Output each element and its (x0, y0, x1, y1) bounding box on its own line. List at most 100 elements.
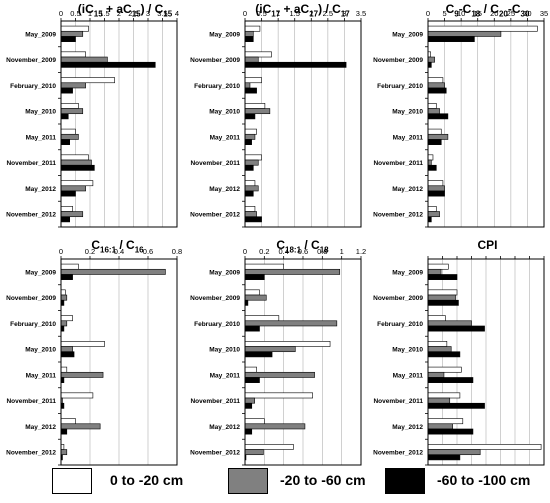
p3-bar-s2-may_2011 (427, 133, 449, 140)
p6-bar-s1-november_2011 (427, 392, 461, 399)
p2-category-label: May_2011 (210, 134, 241, 141)
p4-tick-label: 0.8 (172, 247, 182, 256)
p3-tick-label: 0 (426, 9, 430, 18)
p5-category-label: May_2009 (209, 269, 240, 276)
p1-bar-s1-november_2009 (60, 51, 86, 58)
p3-bar-s2-may_2010 (427, 108, 440, 115)
p5-bar-s1-may_2011 (244, 366, 257, 373)
p1-category-label: November_2012 (6, 212, 56, 219)
p5-tick-label: 0 (243, 247, 247, 256)
p2-tick-label: 2.5 (323, 9, 333, 18)
p6-bar-s1-may_2010 (427, 341, 448, 347)
p5-bar-s1-may_2009 (244, 263, 284, 270)
p1-category-label: May_2010 (25, 109, 56, 116)
p2-tick-label: 3.5 (356, 9, 366, 18)
p5-tick-label: 1 (340, 247, 344, 256)
p2-bar-s1-may_2012 (244, 180, 256, 187)
p3-bar-s1-may_2010 (427, 103, 437, 109)
p2-bar-s3-november_2009 (244, 61, 347, 68)
p6-bar-s2-may_2010 (427, 346, 452, 353)
p6-bar-s3-february_2010 (427, 325, 485, 332)
p2-bar-s2-may_2012 (244, 185, 259, 192)
p1-tick-label: 2 (117, 9, 121, 18)
p1-category-label: May_2009 (25, 31, 56, 38)
p4-bar-s1-november_2011 (60, 392, 94, 399)
p1-bar-s1-november_2012 (60, 206, 73, 212)
panel-title-4: C16:1 / C16 (91, 238, 144, 255)
p2-bar-s3-november_2011 (244, 164, 254, 171)
p2-bar-s3-may_2009 (244, 36, 254, 42)
p1-bar-s2-may_2009 (60, 30, 84, 37)
p1-bar-s3-may_2012 (60, 190, 76, 197)
p2-tick-label: 2 (309, 9, 313, 18)
p5-tick-label: 0.6 (298, 247, 308, 256)
p1-frame (60, 20, 178, 228)
p1-bar-s2-may_2010 (60, 108, 84, 115)
p2-bar-s2-november_2012 (244, 211, 257, 218)
p5-bar-s2-may_2009 (244, 268, 341, 275)
p5-bar-s3-may_2012 (244, 428, 253, 435)
p5-category-label: May_2010 (209, 347, 240, 354)
p1-bar-s3-november_2011 (60, 164, 95, 171)
p4-bar-s1-november_2009 (60, 289, 66, 296)
p4-tick-label: 0.6 (143, 247, 153, 256)
p4-bar-s1-may_2012 (60, 418, 76, 425)
legend-label-60-100: -60 to -100 cm (437, 472, 531, 488)
p3-category-label: May_2011 (393, 134, 424, 141)
p1-category-label: November_2011 (6, 160, 56, 167)
p1-tick-label: 4 (175, 9, 179, 18)
p6-category-label: February_2010 (377, 321, 423, 328)
p4-bar-s2-may_2012 (60, 423, 101, 430)
p1-bar-s3-may_2009 (60, 36, 76, 42)
p5-bar-s3-november_2011 (244, 402, 253, 409)
p3-bar-s1-may_2011 (427, 128, 442, 135)
panel-title-1: (iC15 + aC15) / C15 (77, 2, 173, 19)
p4-bar-s1-february_2010 (60, 315, 73, 322)
p5-tick-label: 0.4 (278, 247, 288, 256)
p6-category-label: May_2009 (392, 269, 423, 276)
p4-bar-s3-may_2009 (60, 274, 73, 280)
p2-tick-label: 1.5 (289, 9, 299, 18)
p6-bar-s3-may_2012 (427, 428, 474, 435)
p4-category-label: May_2010 (25, 347, 56, 354)
p2-bar-s1-november_2011 (244, 154, 262, 161)
legend-swatch-white (52, 468, 92, 494)
p3-bar-s3-may_2011 (427, 139, 442, 145)
p5-bar-s2-may_2011 (244, 371, 315, 378)
p5-category-label: May_2011 (210, 372, 241, 379)
p6-category-label: November_2012 (373, 450, 423, 457)
p6-bar-s3-november_2012 (427, 454, 461, 461)
p3-tick-label: 15 (474, 9, 482, 18)
panel-title-3: C9-C18 / C20-C30 (445, 2, 530, 19)
p3-bar-s2-november_2009 (427, 56, 435, 63)
p6-bar-s2-november_2011 (427, 397, 451, 404)
p4-bar-s1-may_2010 (60, 341, 105, 347)
p3-bar-s2-february_2010 (427, 82, 445, 89)
p2-bar-s2-may_2009 (244, 30, 254, 37)
p5-bar-s2-november_2012 (244, 449, 264, 456)
p6-category-label: May_2011 (393, 372, 424, 379)
p1-bar-s1-may_2010 (60, 103, 79, 109)
p3-bar-s1-may_2009 (427, 25, 538, 32)
p2-bar-s1-november_2009 (244, 51, 272, 58)
legend-label-0-20: 0 to -20 cm (110, 472, 184, 488)
p3-category-label: February_2010 (377, 83, 423, 90)
p3-tick-label: 35 (540, 9, 548, 18)
p2-category-label: February_2010 (194, 83, 240, 90)
panel-title-5: C18:1 / C18 (276, 238, 329, 255)
p2-bar-s3-november_2012 (244, 216, 262, 223)
panel-title-6: CPI (477, 238, 498, 252)
p1-bar-s2-november_2012 (60, 211, 84, 218)
p6-category-label: November_2009 (373, 295, 423, 302)
p3-bar-s1-november_2012 (427, 206, 437, 212)
p2-bar-s1-may_2009 (244, 25, 261, 32)
p5-category-label: November_2012 (190, 450, 240, 457)
p1-category-label: May_2012 (25, 186, 56, 193)
p2-bar-s1-february_2010 (244, 77, 262, 84)
p6-bar-s3-may_2010 (427, 351, 461, 358)
p5-bar-s1-november_2009 (244, 289, 260, 296)
p1-tick-label: 1 (88, 9, 92, 18)
p1-tick-label: 1.5 (99, 9, 109, 18)
p2-frame (244, 20, 362, 228)
